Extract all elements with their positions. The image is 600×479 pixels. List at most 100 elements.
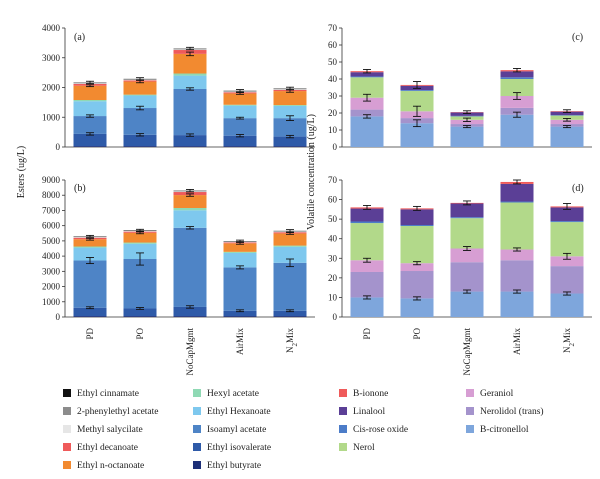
bar-linalool-pd [350, 208, 384, 222]
bar-linalool-pd [350, 72, 384, 77]
bar-ethyl-isovalerate-pd [73, 307, 107, 317]
x-tick-label: AirMix [235, 328, 245, 356]
bar-ethyl-n-octanoate-n2mix [273, 233, 307, 246]
legend-label-ethyl-hexanoate: Ethyl Hexanoate [207, 407, 271, 417]
y-tick-label: 10 [328, 292, 338, 302]
chart-panel-c: 0 10 20 30 40 50 60 70 (c) [328, 23, 592, 152]
bar-nerol-pd [350, 77, 384, 98]
bar-cis-rose-oxide-airmix [500, 201, 534, 203]
y-tick-label: 5000 [42, 236, 61, 246]
bar-b-citronellol-pd [350, 297, 384, 317]
bar-hexyl-acetate-n2mix [273, 105, 307, 106]
x-tick-label: N2Mix [562, 328, 576, 354]
bar-ethyl-isovalerate-airmix [223, 135, 257, 147]
bar-nerol-pd [350, 223, 384, 261]
panel-label: (d) [572, 183, 584, 194]
bar-b-citronellol-n2mix [550, 126, 584, 147]
legend-label-b-ionone: B-ionone [353, 389, 388, 399]
bar-cis-rose-oxide-pd [350, 76, 384, 78]
bar-ethyl-n-octanoate-airmix [223, 93, 257, 105]
bar-ethyl-isovalerate-n2mix [273, 136, 307, 147]
y-tick-label: 3000 [42, 53, 61, 63]
bar-ethyl-n-octanoate-po [123, 232, 157, 243]
bar-nerolidol-trans-nocapmgmt [450, 262, 484, 292]
bar-linalool-airmix [500, 71, 534, 78]
bar-cis-rose-oxide-pd [350, 221, 384, 224]
bar-isoamyl-acetate-po [123, 259, 157, 309]
x-tick-label: PD [85, 328, 95, 340]
bar-geraniol-pd [350, 97, 384, 110]
legend-label-2-phenylethyl-acetate: 2-phenylethyl acetate [77, 407, 159, 417]
bar-b-citronellol-po [400, 123, 434, 147]
bar-hexyl-acetate-airmix [223, 251, 257, 253]
y-tick-label: 20 [328, 108, 338, 118]
bar-geraniol-airmix [500, 249, 534, 261]
legend-label-linalool: Linalool [353, 407, 386, 417]
legend-swatch-nerolidol-trans [466, 407, 474, 415]
bar-ethyl-butyrate-n2mix [273, 316, 307, 317]
y-tick-label: 60 [328, 40, 338, 50]
bar-nerolidol-trans-pd [350, 271, 384, 298]
subscript: 2 [291, 343, 299, 347]
bar-ethyl-butyrate-pd [73, 316, 107, 317]
chart-panel-a: 0 1000 2000 3000 4000 (a) [42, 23, 315, 152]
bar-nerolidol-trans-airmix [500, 260, 534, 292]
bar-isoamyl-acetate-n2mix [273, 118, 307, 137]
y-tick-label: 0 [56, 142, 61, 152]
bar-linalool-nocapmgmt [450, 203, 484, 218]
bar-ethyl-hexanoate-n2mix [273, 246, 307, 263]
bar-nerol-n2mix [550, 115, 584, 120]
bar-geraniol-n2mix [550, 256, 584, 267]
bar-cis-rose-oxide-nocapmgmt [450, 217, 484, 219]
y-tick-label: 40 [328, 74, 338, 84]
legend-swatch-cis-rose-oxide [339, 425, 347, 433]
bar-b-citronellol-airmix [500, 114, 534, 147]
legend-label-ethyl-isovalerate: Ethyl isovalerate [207, 443, 271, 453]
bar-nerol-n2mix [550, 222, 584, 257]
bar-b-citronellol-pd [350, 116, 384, 147]
bar-isoamyl-acetate-nocapmgmt [173, 88, 207, 136]
y-tick-label: 0 [333, 142, 338, 152]
y-axis-label-volatiles: Volatile concentration (ug/L) [306, 114, 317, 230]
bar-cis-rose-oxide-po [400, 225, 434, 226]
bar-nerol-nocapmgmt [450, 218, 484, 249]
bar-isoamyl-acetate-n2mix [273, 262, 307, 311]
x-tick-label: AirMix [512, 328, 522, 356]
bar-b-citronellol-nocapmgmt [450, 291, 484, 317]
x-tick-label-rest: Mix [562, 328, 572, 344]
x-tick-label: N2Mix [285, 328, 299, 354]
y-tick-label: 0 [333, 312, 338, 322]
bar-ethyl-isovalerate-nocapmgmt [173, 135, 207, 147]
legend-label-ethyl-butyrate: Ethyl butyrate [207, 461, 261, 471]
bar-nerolidol-trans-po [400, 271, 434, 299]
bar-isoamyl-acetate-nocapmgmt [173, 227, 207, 307]
bar-isoamyl-acetate-po [123, 108, 157, 135]
panel-label: (a) [74, 32, 85, 43]
bar-hexyl-acetate-nocapmgmt [173, 73, 207, 76]
y-tick-label: 1000 [42, 297, 61, 307]
y-tick-label: 20 [328, 273, 338, 283]
chart-panel-d: 0 10 20 30 40 50 60 70 (d) PD PO NoCapMgmt AirMix N2M… [328, 175, 592, 376]
bar-ethyl-butyrate-n2mix [273, 146, 307, 147]
volatiles-legend: B-ionone Geraniol Linalool Nerolidol (trans… [339, 389, 544, 453]
bar-nerol-po [400, 225, 434, 264]
bar-geraniol-po [400, 263, 434, 272]
bar-geraniol-nocapmgmt [450, 248, 484, 263]
y-tick-label: 50 [328, 57, 338, 67]
bar-nerol-airmix [500, 79, 534, 96]
legend-swatch-nerol [339, 443, 347, 451]
legend-swatch-hexyl-acetate [193, 389, 201, 397]
bar-ethyl-butyrate-pd [73, 146, 107, 147]
bar-nerol-po [400, 90, 434, 112]
legend-swatch-ethyl-isovalerate [193, 443, 201, 451]
y-tick-label: 60 [328, 195, 338, 205]
legend-label-b-citronellol: B-citronellol [480, 425, 529, 435]
bar-nerolidol-trans-airmix [500, 107, 534, 115]
y-tick-label: 1000 [42, 112, 61, 122]
x-tick-label: NoCapMgmt [185, 328, 195, 376]
bar-cis-rose-oxide-po [400, 90, 434, 91]
x-tick-label: PD [362, 328, 372, 340]
bar-ethyl-hexanoate-pd [73, 247, 107, 261]
bar-ethyl-hexanoate-nocapmgmt [173, 75, 207, 89]
bar-ethyl-hexanoate-nocapmgmt [173, 210, 207, 228]
